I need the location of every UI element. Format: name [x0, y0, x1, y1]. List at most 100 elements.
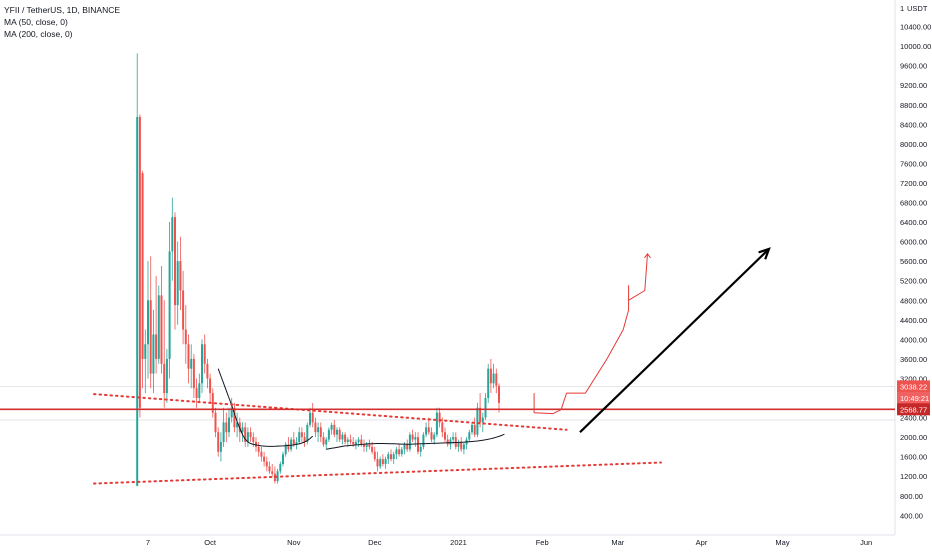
candle-body — [414, 437, 417, 440]
candle-body — [441, 422, 444, 433]
candle-body — [346, 439, 349, 442]
candle-body — [433, 434, 436, 440]
y-tick-label: 800.00 — [900, 492, 923, 501]
y-tick-label: 9200.00 — [900, 81, 927, 90]
candle-body — [387, 454, 390, 460]
legend: YFII / TetherUS, 1D, BINANCE MA (50, clo… — [4, 4, 120, 40]
candle-body — [481, 417, 484, 423]
candle-body — [333, 424, 336, 435]
candle-body — [495, 373, 498, 386]
candle-body — [279, 463, 282, 472]
y-tick-label: 4000.00 — [900, 335, 927, 344]
candle-body — [457, 441, 460, 447]
candle-body — [192, 358, 195, 389]
candle-body — [360, 439, 363, 445]
x-tick-label: Mar — [611, 538, 624, 547]
upper-trendline[interactable] — [93, 393, 568, 431]
candle-body — [403, 444, 406, 450]
price-tag — [897, 392, 930, 404]
candle-body — [176, 261, 179, 306]
candle-body — [300, 432, 303, 438]
candle-body — [435, 412, 438, 435]
candle-body — [476, 407, 479, 435]
candle-body — [338, 429, 341, 440]
y-tick-label: 1200.00 — [900, 472, 927, 481]
candle-body — [325, 439, 328, 445]
candle-body — [295, 441, 298, 445]
candle-body — [138, 116, 141, 408]
candle-body — [468, 432, 471, 440]
candle-body — [489, 368, 492, 384]
candle-body — [430, 432, 433, 440]
candle-body — [311, 412, 314, 423]
ma-line — [326, 433, 505, 450]
candle-body — [317, 427, 320, 433]
candle-body — [344, 434, 347, 442]
candle-body — [179, 261, 182, 291]
candle-body — [171, 217, 174, 252]
candle-body — [228, 417, 230, 433]
candle-body — [252, 437, 255, 442]
candle-body — [484, 398, 487, 418]
y-tick-label: 4400.00 — [900, 316, 927, 325]
y-tick-label: 1600.00 — [900, 453, 927, 462]
candle-body — [473, 424, 476, 435]
candle-body — [157, 295, 160, 359]
y-tick-label: 3200.00 — [900, 374, 927, 383]
candle-body — [209, 378, 212, 394]
candle-body — [352, 441, 355, 445]
candle-body — [241, 427, 244, 433]
candle-body — [249, 432, 252, 438]
candle-body — [174, 217, 176, 306]
candle-body — [438, 412, 441, 423]
candle-body — [230, 407, 233, 418]
candle-body — [330, 424, 333, 430]
x-tick-label: Jun — [860, 538, 872, 547]
candle-body — [427, 427, 430, 433]
candle-body — [201, 344, 203, 384]
y-tick-label: 7600.00 — [900, 159, 927, 168]
candle-body — [217, 432, 220, 452]
candle-body — [319, 427, 322, 438]
candle-body — [479, 407, 482, 423]
candle-body — [190, 358, 193, 369]
candle-body — [206, 363, 209, 379]
candle-body — [417, 437, 419, 452]
y-tick-label: 8800.00 — [900, 101, 927, 110]
candle-body — [211, 393, 214, 413]
projected-path[interactable] — [533, 253, 648, 415]
candle-body — [244, 427, 247, 442]
candle-body — [292, 439, 295, 445]
candle-body — [384, 459, 387, 464]
candle-body — [446, 439, 449, 445]
candle-body — [471, 424, 473, 433]
projection-arrow[interactable] — [579, 248, 770, 434]
candle-body — [203, 344, 206, 364]
candle-body — [165, 358, 168, 394]
y-tick-label: 2000.00 — [900, 433, 927, 442]
candle-body — [303, 437, 306, 442]
candle-body — [155, 334, 158, 359]
price-tag — [897, 403, 930, 416]
candle-body — [454, 437, 457, 447]
candle-body — [406, 444, 409, 450]
candle-body — [222, 422, 225, 442]
candle-body — [314, 422, 317, 433]
lower-trendline[interactable] — [93, 461, 662, 485]
y-tick-label: 10400.00 — [900, 23, 931, 32]
candle-body — [368, 444, 371, 447]
candle-body — [460, 441, 463, 450]
currency-label: USDT — [907, 4, 928, 13]
candle-body — [365, 444, 368, 447]
price-tag-label: 10:49:21 — [900, 394, 929, 403]
candle-body — [168, 251, 171, 359]
candle-body — [398, 449, 401, 455]
candle-body — [425, 427, 428, 435]
candle-body — [322, 437, 325, 445]
candle-body — [392, 454, 395, 460]
candle-body — [265, 461, 268, 467]
candle-body — [363, 444, 365, 447]
candle-body — [152, 334, 155, 374]
